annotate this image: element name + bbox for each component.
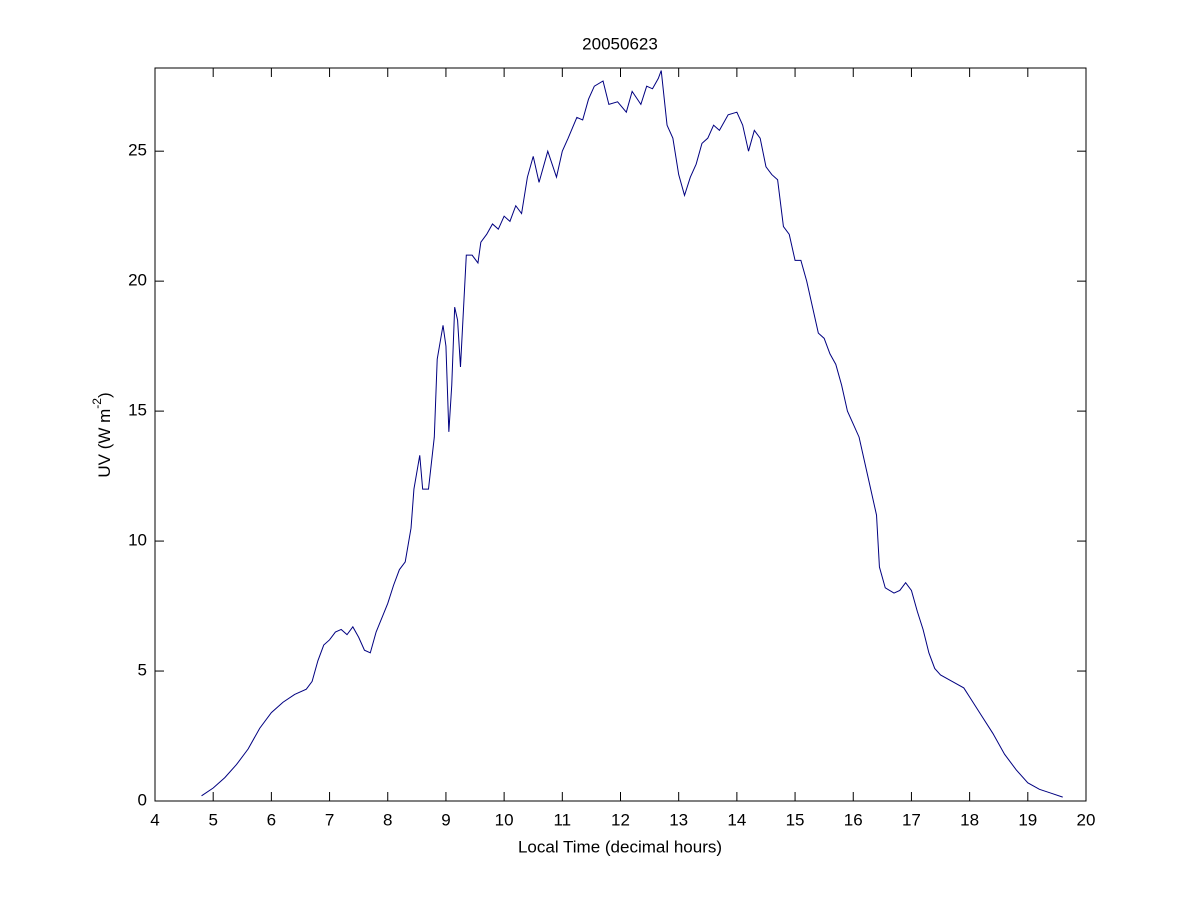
x-tick-label: 4 — [150, 810, 159, 829]
x-tick-label: 18 — [960, 810, 979, 829]
x-tick-label: 12 — [611, 810, 630, 829]
y-tick-label: 0 — [138, 790, 147, 809]
x-tick-label: 19 — [1018, 810, 1037, 829]
chart-title: 20050623 — [582, 34, 658, 53]
y-tick-label: 10 — [128, 531, 147, 550]
y-tick-label: 15 — [128, 401, 147, 420]
data-line — [201, 70, 1063, 798]
y-axis-label-part: UV (W m — [95, 409, 114, 478]
x-tick-label: 6 — [267, 810, 276, 829]
x-tick-label: 17 — [902, 810, 921, 829]
x-tick-label: 14 — [727, 810, 746, 829]
x-tick-label: 8 — [383, 810, 392, 829]
y-tick-label: 20 — [128, 271, 147, 290]
x-tick-label: 15 — [786, 810, 805, 829]
x-tick-label: 16 — [844, 810, 863, 829]
x-tick-label: 13 — [669, 810, 688, 829]
x-tick-label: 5 — [208, 810, 217, 829]
y-tick-label: 5 — [138, 661, 147, 680]
x-tick-label: 20 — [1077, 810, 1096, 829]
y-axis-label-part: ) — [95, 392, 114, 398]
x-tick-label: 9 — [441, 810, 450, 829]
x-axis-label: Local Time (decimal hours) — [518, 837, 722, 856]
y-tick-label: 25 — [128, 141, 147, 160]
x-tick-label: 7 — [325, 810, 334, 829]
y-axis-label: UV (W m-2) — [90, 392, 114, 477]
x-tick-label: 10 — [495, 810, 514, 829]
x-tick-label: 11 — [553, 810, 571, 829]
y-axis-label-superscript: -2 — [90, 398, 104, 409]
